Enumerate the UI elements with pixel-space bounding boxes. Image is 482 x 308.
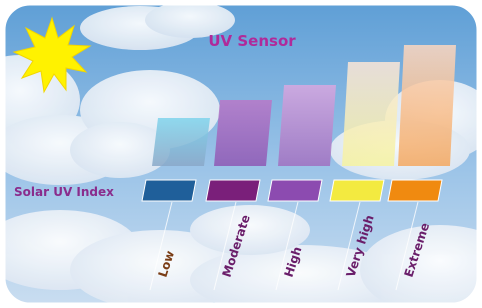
uv-chip bbox=[330, 180, 384, 201]
uv-bar bbox=[342, 62, 400, 166]
uv-bar bbox=[214, 100, 272, 166]
uv-chip bbox=[388, 180, 442, 201]
uv-bar bbox=[152, 118, 210, 166]
illustration: UV Sensor Solar UV Index LowModerateHigh… bbox=[0, 0, 482, 308]
scale-label: Solar UV Index bbox=[14, 185, 114, 199]
title: UV Sensor bbox=[208, 32, 296, 50]
uv-chip bbox=[206, 180, 260, 201]
uv-chip bbox=[268, 180, 322, 201]
uv-bar bbox=[278, 85, 336, 166]
uv-bar bbox=[398, 45, 456, 166]
uv-chip bbox=[142, 180, 196, 201]
